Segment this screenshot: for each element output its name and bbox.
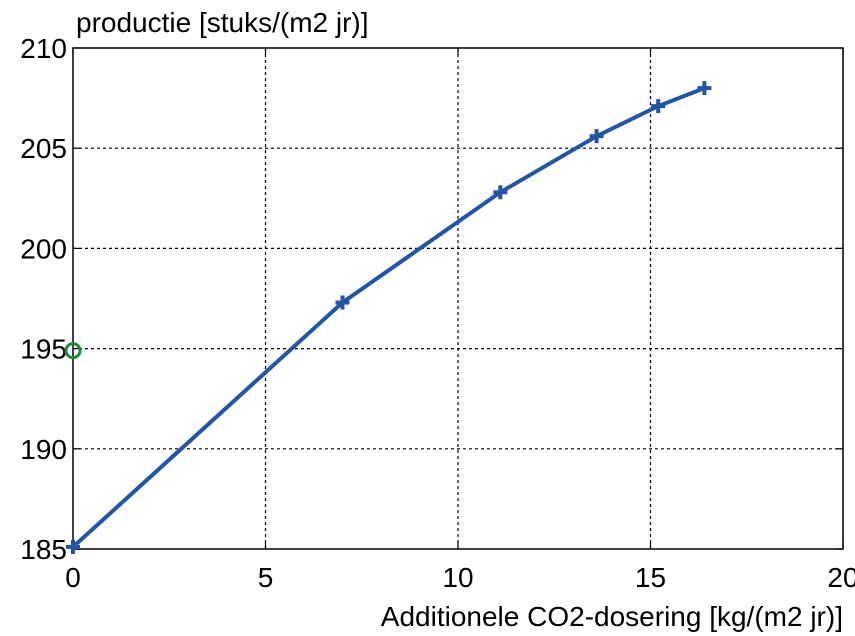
series-line — [71, 86, 706, 549]
x-tick-label: 0 — [65, 562, 81, 593]
y-ticks: 185 190 195 200 205 210 — [20, 33, 843, 565]
y-tick-label: 190 — [20, 434, 67, 465]
x-tick-label: 10 — [442, 562, 473, 593]
x-ticks: 0 5 10 15 20 — [65, 48, 855, 593]
reference-layer — [64, 342, 82, 360]
x-axis-label: Additionele CO2-dosering [kg/(m2 jr)] — [381, 601, 843, 632]
y-tick-label: 185 — [20, 534, 67, 565]
x-tick-label: 15 — [635, 562, 666, 593]
y-tick-label: 210 — [20, 33, 67, 64]
y-tick-label: 195 — [20, 334, 67, 365]
reference-point-marker — [64, 342, 82, 360]
data-point — [493, 185, 508, 200]
x-tick-label: 20 — [827, 562, 855, 593]
series-layer — [66, 81, 712, 554]
grid-lines — [73, 48, 843, 549]
x-tick-label: 5 — [258, 562, 274, 593]
y-axis-label: productie [stuks/(m2 jr)] — [76, 7, 369, 38]
data-point — [651, 99, 666, 114]
data-point — [335, 295, 350, 310]
data-point — [589, 129, 604, 144]
plot-frame — [72, 47, 844, 550]
y-tick-label: 200 — [20, 233, 67, 264]
data-point — [697, 81, 712, 96]
y-tick-label: 205 — [20, 133, 67, 164]
data-point — [66, 539, 80, 554]
